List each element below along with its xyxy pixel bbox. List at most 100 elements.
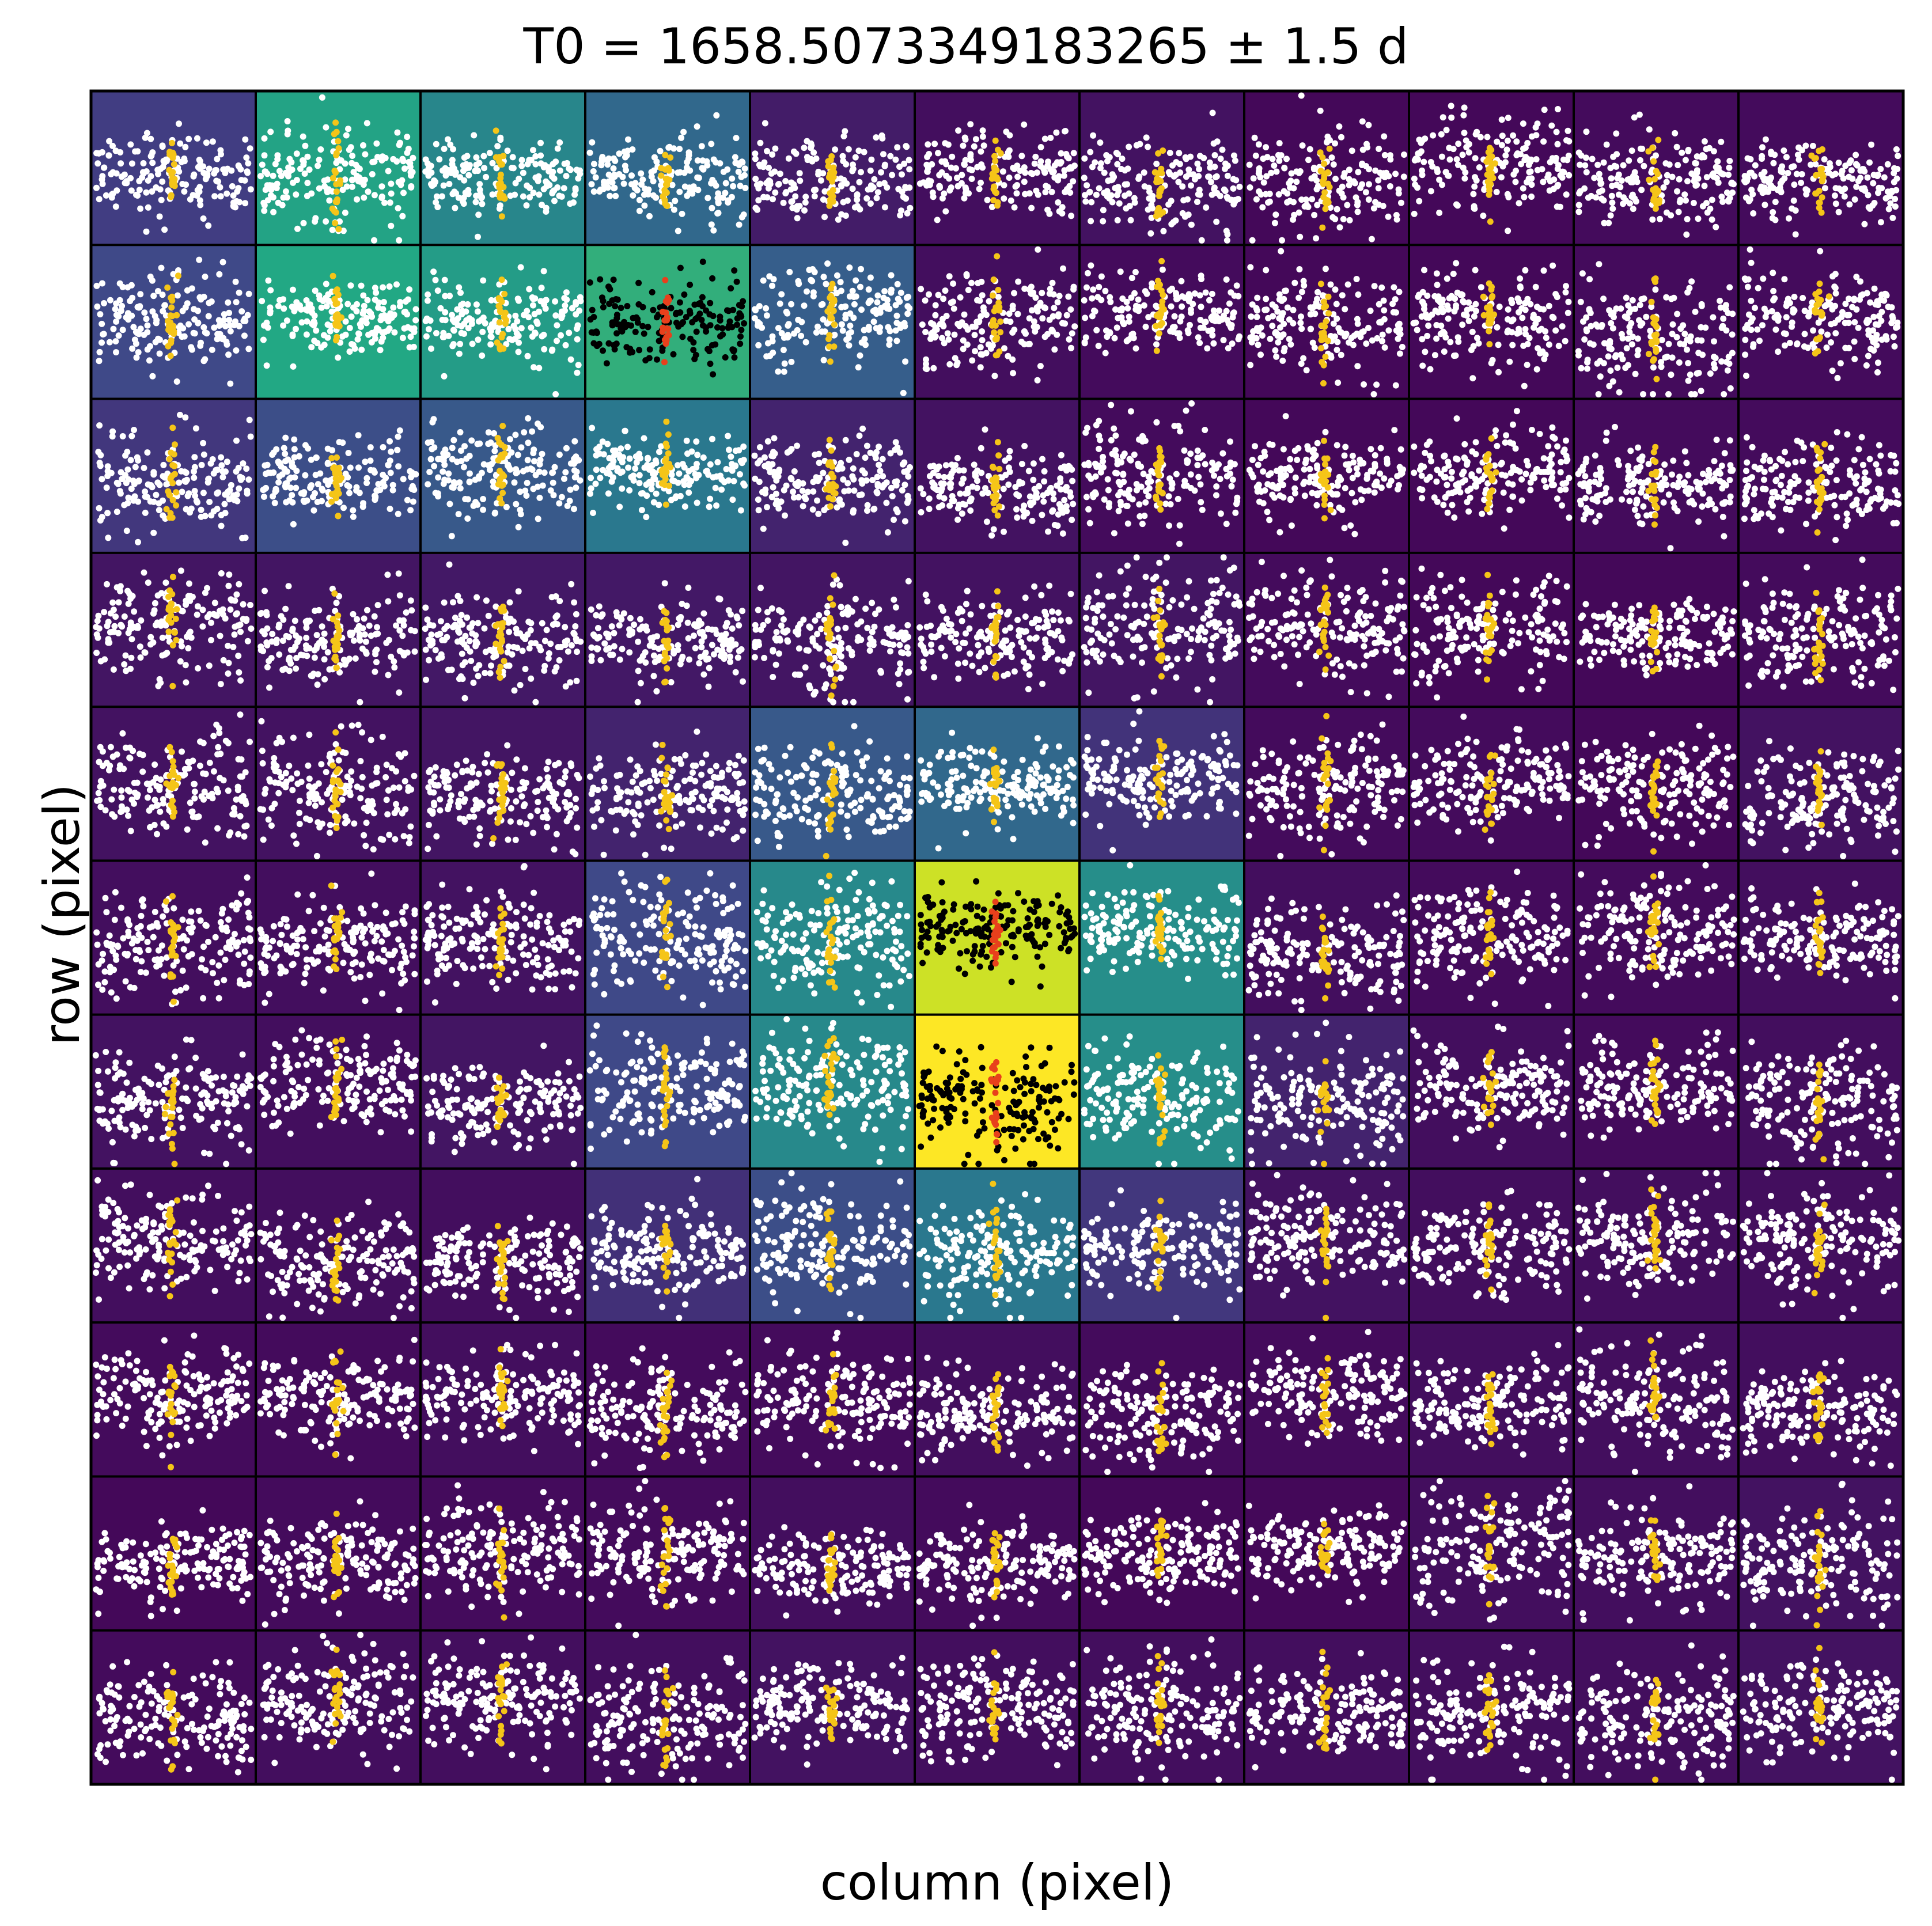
- transit-data-point: [1813, 172, 1819, 179]
- data-point: [1401, 151, 1407, 158]
- data-point: [175, 293, 181, 299]
- data-point: [260, 337, 267, 343]
- data-point: [1466, 149, 1472, 156]
- data-point: [401, 165, 408, 172]
- data-point: [1419, 172, 1426, 178]
- data-point: [772, 146, 778, 152]
- data-point: [1855, 325, 1862, 331]
- transit-data-point: [497, 477, 503, 483]
- data-point: [786, 269, 793, 275]
- data-point: [283, 188, 289, 195]
- data-point: [1499, 142, 1505, 149]
- data-point: [378, 183, 385, 189]
- data-point: [1770, 297, 1776, 304]
- data-point: [1230, 176, 1237, 183]
- transit-data-point: [994, 253, 1000, 260]
- data-point: [450, 341, 457, 347]
- data-point: [1810, 143, 1816, 149]
- data-point: [1351, 332, 1358, 339]
- data-point: [1396, 187, 1402, 193]
- data-point: [732, 154, 738, 161]
- data-point: [270, 173, 276, 179]
- data-point: [821, 274, 827, 280]
- data-point: [1133, 346, 1139, 352]
- data-point: [236, 486, 242, 492]
- data-point: [243, 465, 249, 472]
- data-point: [516, 524, 522, 530]
- data-point: [441, 183, 447, 189]
- data-point: [973, 136, 979, 142]
- data-point: [1522, 300, 1528, 306]
- data-point: [1022, 169, 1028, 176]
- data-point: [1588, 193, 1594, 199]
- data-point: [404, 134, 410, 140]
- data-point: [263, 485, 269, 491]
- data-point: [762, 120, 768, 127]
- data-point: [1010, 165, 1016, 171]
- data-point: [789, 198, 795, 204]
- transit-data-point: [501, 291, 507, 297]
- data-point: [1510, 172, 1517, 178]
- data-point: [1153, 342, 1160, 348]
- data-point: [1037, 163, 1044, 169]
- data-point: [1323, 266, 1329, 272]
- data-point: [1505, 306, 1511, 313]
- data-point: [1043, 183, 1049, 189]
- data-point: [369, 313, 375, 320]
- data-point: [1852, 196, 1858, 203]
- data-point: [1313, 177, 1320, 184]
- data-point: [651, 154, 658, 161]
- data-point: [441, 462, 448, 468]
- pixel-cell-r2-c0: [91, 399, 256, 553]
- data-point: [135, 499, 141, 505]
- data-point: [1632, 169, 1638, 176]
- data-point: [1254, 314, 1260, 320]
- transit-data-point: [331, 208, 338, 214]
- data-point: [1168, 304, 1175, 310]
- data-point: [903, 185, 909, 191]
- data-point: [479, 352, 485, 359]
- data-point: [1713, 355, 1719, 361]
- data-point: [393, 281, 400, 287]
- transit-data-point: [825, 336, 832, 342]
- data-point: [955, 127, 961, 134]
- data-point: [1448, 115, 1454, 121]
- data-point: [1378, 285, 1385, 291]
- data-point: [1444, 127, 1450, 133]
- data-point: [679, 211, 685, 217]
- data-point: [1707, 370, 1714, 377]
- data-point: [907, 205, 913, 211]
- data-point: [856, 179, 862, 185]
- data-point: [1752, 162, 1759, 169]
- data-point: [315, 162, 321, 169]
- data-point: [262, 135, 268, 142]
- data-point: [1799, 171, 1805, 177]
- data-point: [1497, 304, 1503, 310]
- transit-data-point: [1154, 208, 1161, 215]
- transit-data-point: [995, 147, 1001, 153]
- data-point: [526, 286, 532, 293]
- data-point: [1608, 175, 1615, 181]
- data-point: [1028, 170, 1034, 176]
- data-point: [707, 300, 713, 306]
- data-point: [1051, 305, 1057, 311]
- data-point: [1779, 164, 1785, 170]
- data-point: [591, 188, 597, 195]
- data-point: [302, 170, 308, 177]
- data-point: [1345, 282, 1351, 288]
- data-point: [1879, 336, 1885, 343]
- data-point: [574, 370, 580, 376]
- data-point: [1846, 345, 1852, 351]
- data-point: [1702, 183, 1708, 189]
- data-point: [205, 222, 211, 229]
- transit-data-point: [1325, 310, 1332, 317]
- data-point: [634, 187, 641, 194]
- data-point: [400, 335, 406, 341]
- data-point: [1342, 306, 1348, 312]
- data-point: [1376, 146, 1382, 152]
- data-point: [181, 188, 187, 195]
- data-point: [372, 192, 378, 198]
- data-point: [593, 446, 600, 453]
- data-point: [1300, 355, 1306, 362]
- data-point: [450, 327, 457, 333]
